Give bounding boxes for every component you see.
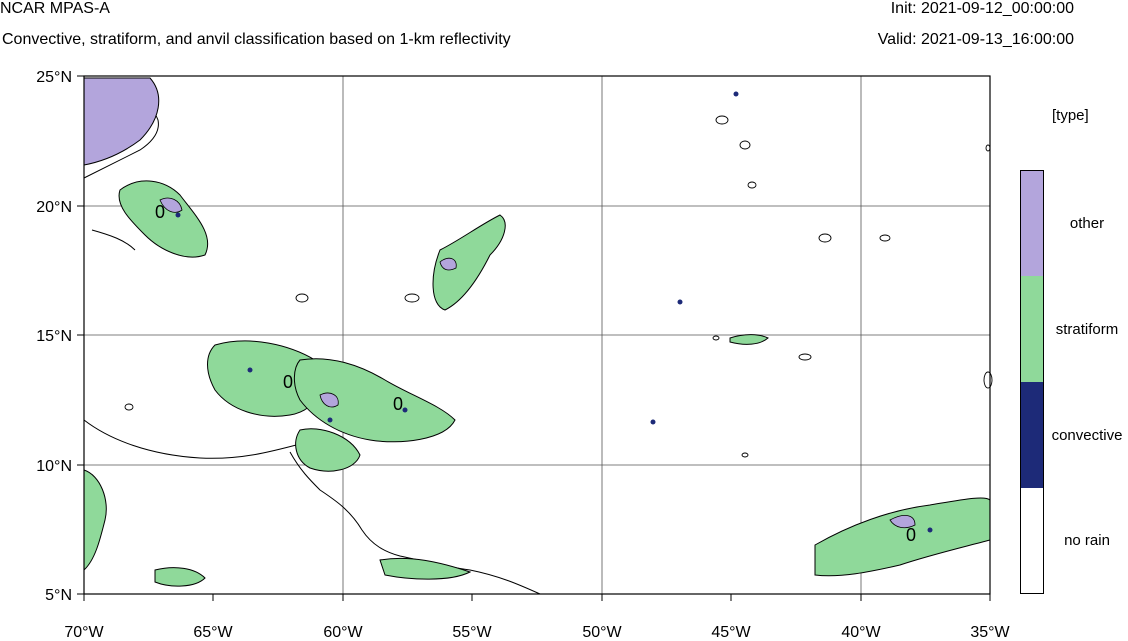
other-region-nw <box>83 77 160 166</box>
small-cell <box>798 353 812 361</box>
map-title: NCAR MPAS-A <box>0 0 110 17</box>
convective-cell <box>927 527 933 533</box>
stratiform-cluster-3 <box>293 358 456 443</box>
small-cell <box>741 452 749 458</box>
tick-marks <box>77 75 991 601</box>
other-patch-1 <box>159 197 183 213</box>
coastline-guyana <box>289 451 541 595</box>
contour-label: 0 <box>906 525 916 545</box>
x-tick-label: 50°W <box>582 624 622 641</box>
convective-cell <box>733 91 739 97</box>
x-tick-label: 45°W <box>711 624 751 641</box>
x-tick-label: 70°W <box>64 624 104 641</box>
small-cells <box>124 115 993 458</box>
x-tick-labels: 70°W 65°W 60°W 55°W 50°W 45°W 40°W 35°W <box>64 624 1010 641</box>
small-cell <box>404 293 420 303</box>
convective-cell <box>247 367 253 373</box>
x-tick-label: 35°W <box>970 624 1010 641</box>
legend-swatch-convective <box>1020 382 1044 488</box>
small-cell <box>879 234 891 242</box>
contour-label: 0 <box>155 202 165 222</box>
contour-labels: 0 0 0 0 <box>155 202 916 545</box>
small-cell <box>712 335 720 341</box>
convective-cell <box>650 419 656 425</box>
other-patch-3 <box>889 515 916 529</box>
y-tick-label: 5°N <box>45 587 72 604</box>
small-cell <box>715 115 729 125</box>
contour-label: 0 <box>283 372 293 392</box>
small-cell <box>818 233 832 243</box>
small-cell <box>124 403 134 411</box>
legend-swatch-no-rain <box>1020 488 1044 594</box>
legend-swatch-other <box>1020 170 1044 277</box>
precip-features <box>83 77 993 587</box>
y-tick-label: 10°N <box>36 458 72 475</box>
coastline-puertorico <box>91 229 136 251</box>
small-cell <box>983 371 993 389</box>
other-patch-4 <box>439 257 457 271</box>
legend-title: [type] <box>1052 107 1089 124</box>
small-cell <box>747 181 757 189</box>
stratiform-cluster-s2 <box>379 557 472 580</box>
y-tick-label: 25°N <box>36 69 72 86</box>
small-cell <box>295 293 309 303</box>
stratiform-cluster-s1 <box>154 567 206 587</box>
graticule <box>84 76 990 594</box>
stratiform-cluster-4 <box>295 428 361 472</box>
convective-cell <box>175 212 181 218</box>
map-subtitle: Convective, stratiform, and anvil classi… <box>2 31 511 48</box>
small-cell <box>739 140 751 150</box>
stratiform-cluster-2 <box>207 340 323 417</box>
legend-label-convective: convective <box>1051 427 1123 444</box>
convective-cell <box>327 417 333 423</box>
convective-cell <box>677 299 683 305</box>
stratiform-cluster-6 <box>729 334 769 345</box>
y-tick-label: 20°N <box>36 199 72 216</box>
legend-label-no-rain: no rain <box>1064 532 1110 549</box>
convective-cells <box>175 91 933 533</box>
valid-time: Valid: 2021-09-13_16:00:00 <box>877 31 1074 48</box>
x-tick-label: 60°W <box>323 624 363 641</box>
y-tick-labels: 25°N 20°N 15°N 10°N 5°N <box>36 69 72 604</box>
x-tick-label: 65°W <box>193 624 233 641</box>
stratiform-cluster-w <box>83 469 107 572</box>
x-tick-label: 55°W <box>452 624 492 641</box>
contour-label: 0 <box>393 394 403 414</box>
stratiform-cluster-1 <box>118 180 209 258</box>
y-tick-label: 15°N <box>36 328 72 345</box>
x-tick-label: 40°W <box>841 624 881 641</box>
convective-cell <box>402 407 408 413</box>
other-patch-2 <box>319 392 339 408</box>
legend-label-stratiform: stratiform <box>1055 321 1119 338</box>
stratiform-cluster-5 <box>432 214 506 311</box>
init-time: Init: 2021-09-12_00:00:00 <box>890 0 1074 17</box>
legend-swatch-stratiform <box>1020 276 1044 382</box>
legend-label-other: other <box>1069 215 1105 232</box>
